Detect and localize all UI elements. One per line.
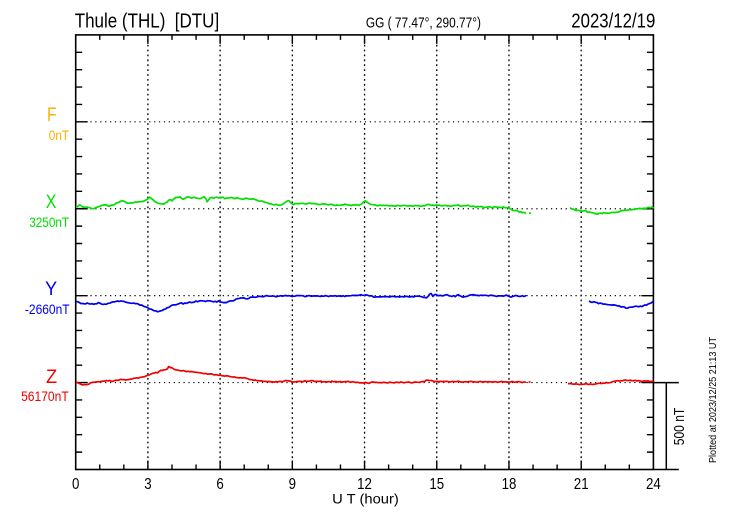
svg-text:500 nT: 500 nT bbox=[671, 408, 688, 446]
svg-text:F: F bbox=[47, 105, 57, 126]
svg-text:Z: Z bbox=[46, 367, 57, 388]
svg-text:0nT: 0nT bbox=[49, 128, 69, 144]
svg-text:24: 24 bbox=[646, 476, 661, 493]
svg-text:12: 12 bbox=[357, 476, 372, 493]
svg-text:GG ( 77.47°, 290.77°): GG ( 77.47°, 290.77°) bbox=[366, 16, 481, 32]
svg-text:15: 15 bbox=[429, 476, 444, 493]
svg-text:9: 9 bbox=[289, 476, 296, 493]
svg-text:Plotted at 2023/12/25 21:13 UT: Plotted at 2023/12/25 21:13 UT bbox=[707, 337, 719, 463]
svg-text:3250nT: 3250nT bbox=[29, 215, 69, 231]
svg-text:2023/12/19: 2023/12/19 bbox=[571, 10, 655, 32]
svg-text:Y: Y bbox=[45, 279, 57, 300]
svg-text:0: 0 bbox=[72, 476, 79, 493]
svg-text:-2660nT: -2660nT bbox=[25, 302, 70, 318]
svg-text:6: 6 bbox=[216, 476, 223, 493]
svg-text:21: 21 bbox=[574, 476, 589, 493]
svg-text:Thule (THL) [DTU]: Thule (THL) [DTU] bbox=[75, 10, 220, 32]
svg-text:U T (hour): U T (hour) bbox=[332, 491, 399, 507]
svg-text:56170nT: 56170nT bbox=[21, 389, 69, 405]
svg-text:18: 18 bbox=[502, 476, 517, 493]
svg-text:X: X bbox=[46, 192, 57, 213]
svg-text:3: 3 bbox=[144, 476, 151, 493]
